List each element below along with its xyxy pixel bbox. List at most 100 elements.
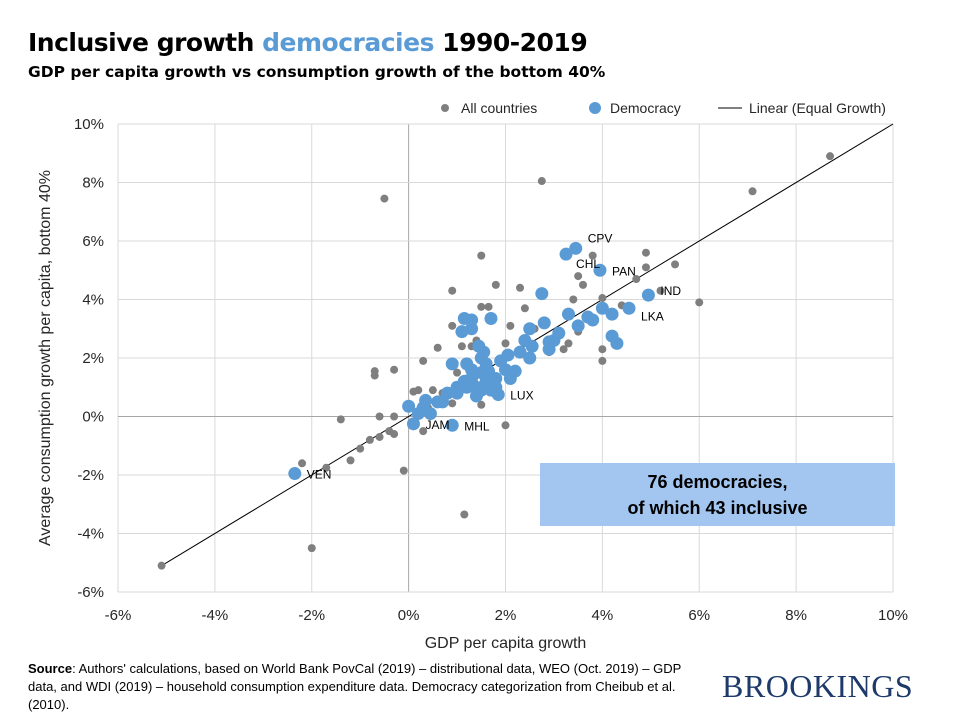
callout-line-1: 76 democracies, <box>647 472 788 492</box>
y-tick-label: 6% <box>82 233 104 250</box>
democracy-point <box>484 312 498 326</box>
democracy-point <box>537 316 551 330</box>
y-tick-label: -4% <box>77 526 104 543</box>
source-label: Source <box>28 661 73 676</box>
democracy-point <box>482 364 496 378</box>
x-tick-label: 10% <box>878 607 908 624</box>
y-tick-label: 0% <box>82 409 104 426</box>
country-label-cpv: CPV <box>588 231 613 245</box>
country-label-lux: LUX <box>510 389 533 403</box>
chart-subtitle: GDP per capita growth vs consumption gro… <box>28 63 606 81</box>
all-countries-point <box>671 260 680 269</box>
all-countries-point <box>375 412 384 421</box>
democracy-point <box>552 326 566 340</box>
all-countries-point <box>419 356 428 365</box>
all-countries-point <box>537 177 546 186</box>
x-tick-label: -6% <box>105 607 132 624</box>
all-countries-point <box>322 463 331 472</box>
all-countries-point <box>370 367 379 376</box>
democracy-point <box>523 322 537 336</box>
y-axis-label: Average consumption growth per capita, b… <box>37 170 54 546</box>
x-tick-label: 6% <box>688 607 710 624</box>
all-countries-point <box>641 263 650 272</box>
democracy-point <box>450 380 464 394</box>
all-countries-point <box>390 430 399 439</box>
democracy-point <box>474 383 488 397</box>
all-countries-point <box>516 283 525 292</box>
all-countries-point <box>598 345 607 354</box>
all-countries-point <box>448 321 457 330</box>
callout-line-2: of which 43 inclusive <box>627 498 808 518</box>
democracy-point <box>436 395 450 409</box>
democracy-point <box>542 342 556 356</box>
democracy-point <box>571 319 585 333</box>
all-countries-point <box>564 339 573 348</box>
all-countries-point <box>695 298 704 307</box>
all-countries-point <box>656 286 665 295</box>
democracy-point <box>457 312 471 326</box>
democracy-point <box>460 357 474 371</box>
country-label-jam: JAM <box>425 418 449 432</box>
all-countries-point <box>588 251 597 260</box>
y-tick-label: -2% <box>77 467 104 484</box>
democracy-point <box>535 287 549 301</box>
democracy-point <box>561 307 575 321</box>
democracy-point <box>559 247 573 261</box>
democracy-point <box>641 288 655 302</box>
all-countries-point <box>428 386 437 395</box>
x-tick-label: -4% <box>202 607 229 624</box>
democracy-point <box>406 417 420 431</box>
all-countries-point <box>477 400 486 409</box>
legend-democracy-marker <box>589 102 601 114</box>
country-label-chl: CHL <box>576 257 600 271</box>
all-countries-point <box>574 272 583 281</box>
brookings-logo: BROOKINGS <box>722 668 914 704</box>
legend-democracy-label: Democracy <box>610 100 681 116</box>
all-countries-point <box>579 280 587 289</box>
x-tick-label: -2% <box>298 607 325 624</box>
democracy-point <box>595 301 609 315</box>
legend-line-label: Linear (Equal Growth) <box>749 100 886 116</box>
democracy-point <box>402 399 416 413</box>
democracy-point <box>610 336 624 350</box>
democracy-point <box>513 345 527 359</box>
all-countries-point <box>380 194 389 203</box>
title-suffix: 1990-2019 <box>433 28 588 57</box>
all-countries-point <box>632 275 641 284</box>
x-tick-label: 8% <box>785 607 807 624</box>
democracy-point <box>501 348 515 362</box>
democracy-point <box>460 380 474 394</box>
source-note: Source: Authors' calculations, based on … <box>28 660 708 714</box>
title-text: Inclusive growth <box>28 28 263 57</box>
democracy-point <box>593 263 607 277</box>
democracy-point <box>569 241 583 255</box>
country-label-ven: VEN <box>307 468 332 482</box>
all-countries-point <box>826 152 835 161</box>
democracy-point <box>525 339 539 353</box>
all-countries-point <box>414 386 423 395</box>
democracy-point <box>465 322 479 336</box>
democracy-point <box>416 401 430 415</box>
democracy-point <box>445 357 459 371</box>
all-countries-point <box>375 432 384 441</box>
all-countries-point <box>419 427 428 436</box>
all-countries-point <box>390 365 399 374</box>
all-countries-point <box>598 294 607 303</box>
country-label-mhl: MHL <box>464 419 490 433</box>
all-countries-point <box>477 302 486 311</box>
democracy-point <box>586 313 600 327</box>
all-countries-point <box>598 356 607 365</box>
x-tick-label: 2% <box>495 607 517 624</box>
all-countries-point <box>569 295 578 304</box>
all-countries-point <box>453 368 462 377</box>
all-countries-point <box>433 343 442 352</box>
democracy-point <box>288 467 302 481</box>
legend-all-countries-label: All countries <box>461 100 537 116</box>
y-tick-label: 2% <box>82 350 104 367</box>
all-countries-point <box>399 466 408 475</box>
y-tick-label: 4% <box>82 292 104 309</box>
legend-all-countries-marker <box>441 104 449 112</box>
democracy-point <box>489 380 503 394</box>
y-tick-label: 8% <box>82 175 104 192</box>
